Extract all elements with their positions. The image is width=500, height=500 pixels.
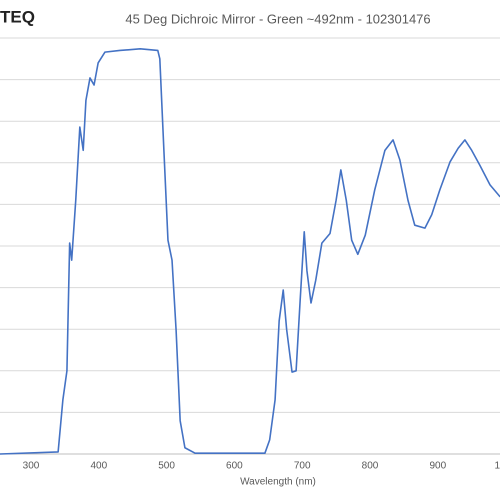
x-tick-label: 700 [294,461,311,472]
x-tick-label: 300 [23,461,40,472]
x-tick-label: 400 [90,461,107,472]
x-tick-label: 1000 [494,461,500,472]
x-axis-label: Wavelength (nm) [240,477,316,488]
data-line [0,48,500,455]
x-tick-label: 600 [226,461,243,472]
x-tick-label: 900 [429,461,446,472]
chart-title: 45 Deg Dichroic Mirror - Green ~492nm - … [125,11,430,26]
x-tick-label: 500 [158,461,175,472]
x-tick-label: 800 [362,461,379,472]
logo: TEQ [0,7,35,26]
